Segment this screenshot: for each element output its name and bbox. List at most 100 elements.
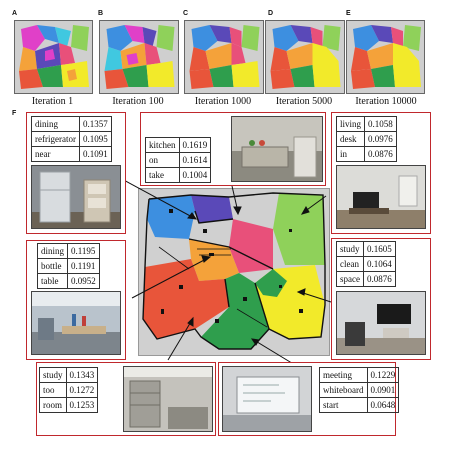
panel-letter-e: E bbox=[346, 10, 351, 17]
word-cell: space bbox=[336, 271, 364, 287]
word-cell: take bbox=[145, 167, 180, 183]
word-cell: meeting bbox=[319, 367, 368, 383]
word-cell: refrigerator bbox=[31, 131, 80, 147]
probability-cell: 0.0952 bbox=[67, 273, 100, 289]
word-probability-table: meeting 0.1229 whiteboard 0.0901 start 0.06… bbox=[319, 367, 400, 413]
region-blue bbox=[147, 195, 195, 239]
table-row: room 0.1253 bbox=[39, 397, 99, 413]
iteration-caption-1000: Iteration 1000 bbox=[194, 96, 252, 107]
place-box-meeting: meeting 0.1229 whiteboard 0.0901 start 0.06… bbox=[218, 362, 400, 436]
probability-cell: 0.1229 bbox=[366, 367, 400, 383]
room-photo-whiteboard bbox=[222, 366, 312, 432]
panel-letter-c: C bbox=[183, 10, 189, 17]
table-row: space 0.0876 bbox=[336, 271, 396, 287]
probability-cell: 0.0648 bbox=[366, 397, 400, 413]
table-row: living 0.1058 bbox=[335, 116, 397, 132]
table-row: clean 0.1064 bbox=[336, 256, 396, 272]
probability-cell: 0.1191 bbox=[67, 258, 100, 274]
room-photo-study-tv bbox=[336, 291, 426, 355]
panel-letter-f: F bbox=[12, 110, 17, 117]
iteration-caption-5000: Iteration 5000 bbox=[275, 96, 333, 107]
panel-letter-a: A bbox=[12, 10, 18, 17]
probability-cell: 0.1343 bbox=[65, 367, 99, 383]
probability-cell: 0.1064 bbox=[363, 256, 396, 272]
probability-cell: 0.1619 bbox=[178, 137, 212, 153]
place-box-dining-refrigerator: dining 0.1357 refrigerator 0.1095 near 0.10… bbox=[26, 112, 126, 234]
panel-letter-b: B bbox=[98, 10, 104, 17]
probability-cell: 0.1357 bbox=[78, 116, 112, 132]
probability-cell: 0.1004 bbox=[178, 167, 212, 183]
word-cell: clean bbox=[336, 256, 364, 272]
table-row: start 0.0648 bbox=[319, 397, 400, 413]
place-box-study-room: study 0.1343 too 0.1272 room 0.1253 bbox=[36, 362, 216, 436]
table-row: dining 0.1195 bbox=[36, 243, 100, 259]
iteration-map-100 bbox=[99, 20, 179, 94]
word-cell: whiteboard bbox=[319, 382, 368, 398]
table-row: whiteboard 0.0901 bbox=[319, 382, 400, 398]
table-row: meeting 0.1229 bbox=[319, 367, 400, 383]
room-photo-refrigerator bbox=[31, 165, 121, 229]
iteration-map-5000 bbox=[265, 20, 345, 94]
word-cell: too bbox=[39, 382, 67, 398]
word-cell: desk bbox=[335, 131, 366, 147]
iteration-caption-10000: Iteration 10000 bbox=[355, 96, 417, 107]
probability-cell: 0.1095 bbox=[78, 131, 112, 147]
word-cell: bottle bbox=[36, 258, 69, 274]
word-cell: study bbox=[336, 241, 364, 257]
table-row: take 0.1004 bbox=[145, 167, 212, 183]
iteration-caption-100: Iteration 100 bbox=[112, 96, 164, 107]
table-row: study 0.1605 bbox=[336, 241, 396, 257]
word-cell: study bbox=[39, 367, 67, 383]
probability-cell: 0.1272 bbox=[65, 382, 99, 398]
probability-cell: 0.0876 bbox=[363, 271, 396, 287]
table-row: dining 0.1357 bbox=[31, 116, 112, 132]
table-row: table 0.0952 bbox=[36, 273, 100, 289]
room-photo-dining-table bbox=[31, 291, 121, 355]
word-cell: start bbox=[319, 397, 368, 413]
word-probability-table: study 0.1343 too 0.1272 room 0.1253 bbox=[39, 367, 99, 413]
table-row: in 0.0876 bbox=[335, 146, 397, 162]
iteration-map-1000 bbox=[184, 20, 264, 94]
segmented-map bbox=[138, 188, 330, 356]
iteration-map-1 bbox=[14, 20, 93, 94]
word-cell: near bbox=[31, 146, 80, 162]
probability-cell: 0.0901 bbox=[366, 382, 400, 398]
table-row: bottle 0.1191 bbox=[36, 258, 100, 274]
word-probability-table: dining 0.1357 refrigerator 0.1095 near 0.10… bbox=[31, 116, 112, 162]
place-box-kitchen: kitchen 0.1619 on 0.1614 take 0.1004 bbox=[140, 112, 326, 186]
word-probability-table: dining 0.1195 bottle 0.1191 table 0.0952 bbox=[36, 243, 100, 289]
room-photo-study-shelves bbox=[123, 366, 213, 432]
probability-cell: 0.1614 bbox=[178, 152, 212, 168]
probability-cell: 0.0976 bbox=[364, 131, 397, 147]
probability-cell: 0.1058 bbox=[364, 116, 397, 132]
word-cell: table bbox=[36, 273, 69, 289]
table-row: desk 0.0976 bbox=[335, 131, 397, 147]
place-box-study-clean: study 0.1605 clean 0.1064 space 0.0876 bbox=[331, 238, 431, 360]
word-probability-table: kitchen 0.1619 on 0.1614 take 0.1004 bbox=[145, 137, 212, 183]
region-purple bbox=[191, 195, 233, 223]
panel-letter-d: D bbox=[268, 10, 274, 17]
word-probability-table: living 0.1058 desk 0.0976 in 0.0876 bbox=[335, 116, 397, 162]
probability-cell: 0.1605 bbox=[363, 241, 396, 257]
region-green bbox=[201, 273, 269, 349]
table-row: refrigerator 0.1095 bbox=[31, 131, 112, 147]
probability-cell: 0.0876 bbox=[364, 146, 397, 162]
region-pink bbox=[229, 219, 273, 273]
word-cell: in bbox=[335, 146, 366, 162]
word-probability-table: study 0.1605 clean 0.1064 space 0.0876 bbox=[336, 241, 396, 287]
word-cell: living bbox=[335, 116, 366, 132]
table-row: too 0.1272 bbox=[39, 382, 99, 398]
word-cell: on bbox=[145, 152, 180, 168]
probability-cell: 0.1253 bbox=[65, 397, 99, 413]
table-row: on 0.1614 bbox=[145, 152, 212, 168]
table-row: study 0.1343 bbox=[39, 367, 99, 383]
room-photo-kitchen bbox=[231, 116, 323, 182]
room-photo-living bbox=[336, 165, 426, 229]
place-box-living: living 0.1058 desk 0.0976 in 0.0876 bbox=[331, 112, 431, 234]
table-row: near 0.1091 bbox=[31, 146, 112, 162]
probability-cell: 0.1195 bbox=[67, 243, 100, 259]
word-cell: kitchen bbox=[145, 137, 180, 153]
probability-cell: 0.1091 bbox=[78, 146, 112, 162]
place-box-dining-bottle: dining 0.1195 bottle 0.1191 table 0.0952 bbox=[26, 240, 126, 360]
iteration-map-10000 bbox=[346, 20, 425, 94]
